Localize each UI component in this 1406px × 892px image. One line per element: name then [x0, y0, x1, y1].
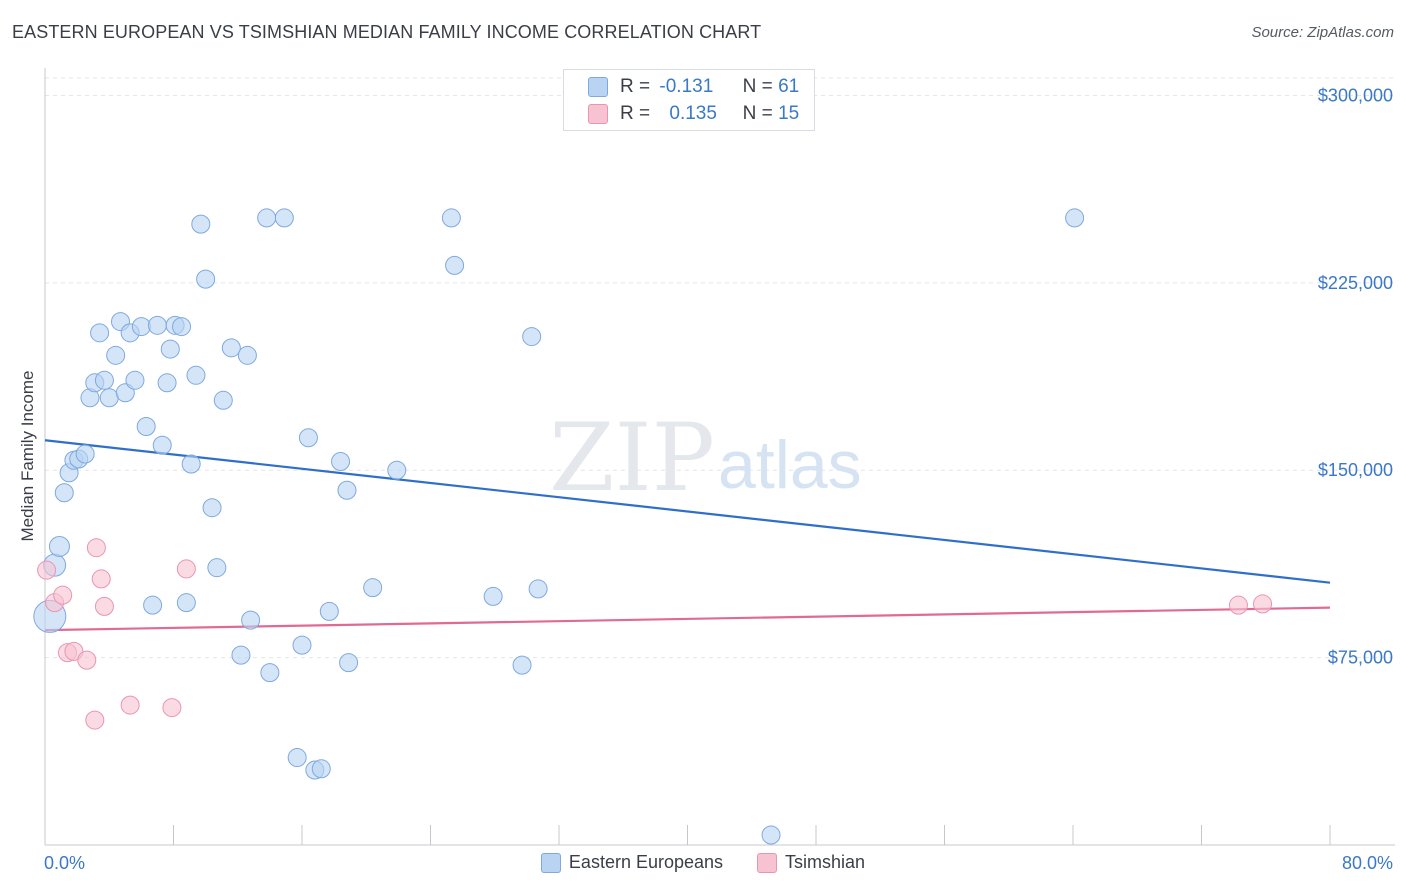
- data-point-series1: [191, 214, 211, 234]
- legend-swatch-series2: [757, 852, 778, 873]
- data-point-series1: [1065, 208, 1085, 228]
- data-point-series1: [115, 383, 135, 403]
- data-point-series1: [106, 345, 126, 365]
- legend-item-series2[interactable]: Tsimshian: [757, 852, 865, 873]
- source-label: Source: ZipAtlas.com: [1251, 24, 1394, 41]
- data-point-series1: [160, 339, 180, 359]
- grid-layer: [45, 77, 1395, 659]
- data-point-series2: [94, 596, 114, 616]
- data-point-series1: [186, 365, 206, 385]
- data-point-series1: [99, 388, 119, 408]
- y-tick-label: $300,000: [1318, 85, 1393, 105]
- trend-line-series2: [44, 606, 1331, 632]
- data-point-series1: [441, 208, 461, 228]
- data-point-series1: [143, 595, 163, 615]
- data-point-series1: [221, 338, 241, 358]
- data-point-series1: [292, 635, 312, 655]
- data-point-series1: [241, 610, 261, 630]
- data-point-series1: [172, 317, 192, 337]
- data-point-series1: [157, 373, 177, 393]
- data-point-series1: [311, 759, 331, 779]
- legend-swatch-series1: [540, 852, 561, 873]
- data-point-series1: [331, 452, 351, 471]
- data-point-series1: [90, 323, 110, 343]
- points-layer: [33, 208, 1273, 845]
- stats-r-label-1: R =: [620, 76, 651, 97]
- data-point-series2: [85, 710, 105, 730]
- legend-label-series2: Tsimshian: [785, 852, 866, 872]
- data-point-series1: [54, 483, 74, 503]
- axes-layer: [44, 68, 1395, 846]
- data-point-series1: [125, 370, 145, 390]
- legend-item-series1[interactable]: Eastern Europeans: [540, 852, 724, 873]
- data-point-series2: [1253, 594, 1273, 614]
- data-point-series1: [75, 444, 95, 464]
- data-point-series1: [152, 435, 172, 455]
- data-point-series2: [1228, 595, 1248, 615]
- x-tick-label-min: 0.0%: [44, 853, 85, 873]
- data-point-series1: [298, 428, 318, 448]
- data-point-series1: [445, 255, 465, 275]
- stats-legend: R = -0.131 N = 61 R = 0.135 N = 15: [563, 69, 815, 131]
- chart-title: EASTERN EUROPEAN VS TSIMSHIAN MEDIAN FAM…: [12, 22, 762, 42]
- data-point-series1: [202, 498, 222, 518]
- stats-r-value-2: 0.135: [669, 103, 717, 124]
- data-point-series2: [91, 569, 111, 589]
- y-tick-label: $225,000: [1318, 273, 1393, 293]
- data-point-series1: [181, 454, 201, 474]
- data-point-series2: [53, 585, 73, 605]
- data-point-series1: [761, 825, 781, 845]
- data-point-series1: [136, 417, 156, 437]
- data-point-series2: [162, 698, 182, 718]
- stats-n-label-2: N =: [742, 103, 773, 124]
- data-point-series2: [120, 695, 140, 715]
- data-point-series1: [94, 370, 114, 390]
- stats-n-value-2: 15: [778, 103, 800, 124]
- data-point-series1: [274, 208, 294, 228]
- data-point-series1: [231, 645, 251, 665]
- data-point-series1: [483, 586, 503, 606]
- y-tick-label: $150,000: [1318, 460, 1393, 480]
- data-point-series1: [207, 558, 227, 578]
- data-point-series1: [257, 208, 277, 228]
- data-point-series1: [196, 269, 216, 289]
- data-point-series2: [37, 560, 57, 580]
- x-tick-label-max: 80.0%: [1342, 853, 1393, 873]
- stats-n-label-1: N =: [742, 76, 773, 97]
- data-point-series1: [339, 653, 359, 673]
- data-point-series1: [319, 601, 339, 621]
- tick-labels: $75,000 $150,000 $225,000 $300,000 0.0% 80.0%: [44, 85, 1393, 873]
- legend-label-series1: Eastern Europeans: [568, 852, 724, 872]
- y-tick-label: $75,000: [1328, 648, 1393, 668]
- data-point-series1: [176, 593, 196, 613]
- data-point-series2: [86, 538, 106, 558]
- stats-swatch-series2: [588, 104, 608, 124]
- data-point-series1: [131, 317, 151, 337]
- trend-lines: [44, 439, 1331, 632]
- stats-r-label-2: R =: [620, 103, 651, 124]
- data-point-series1: [147, 315, 167, 335]
- data-point-series1: [363, 578, 383, 598]
- data-point-series1: [528, 579, 548, 599]
- watermark-zip: ZIP: [549, 404, 715, 513]
- stats-swatch-series1: [588, 77, 608, 97]
- data-point-series1: [260, 663, 280, 683]
- data-point-series1: [522, 327, 542, 347]
- data-point-series2: [176, 559, 196, 579]
- data-point-series1: [48, 535, 70, 557]
- watermark-atlas: atlas: [718, 427, 862, 503]
- data-point-series1: [337, 480, 357, 500]
- stats-n-value-1: 61: [778, 76, 800, 97]
- data-point-series1: [213, 390, 233, 410]
- data-point-series2: [77, 650, 97, 670]
- data-point-series1: [287, 748, 307, 768]
- watermark: ZIP atlas: [549, 404, 861, 513]
- trend-line-series1: [44, 439, 1331, 584]
- data-point-series1: [237, 345, 257, 365]
- bottom-legend: Eastern Europeans Tsimshian: [0, 852, 1406, 873]
- data-point-series1: [512, 655, 532, 675]
- data-point-series1: [387, 460, 407, 480]
- stats-r-value-1: -0.131: [659, 76, 714, 97]
